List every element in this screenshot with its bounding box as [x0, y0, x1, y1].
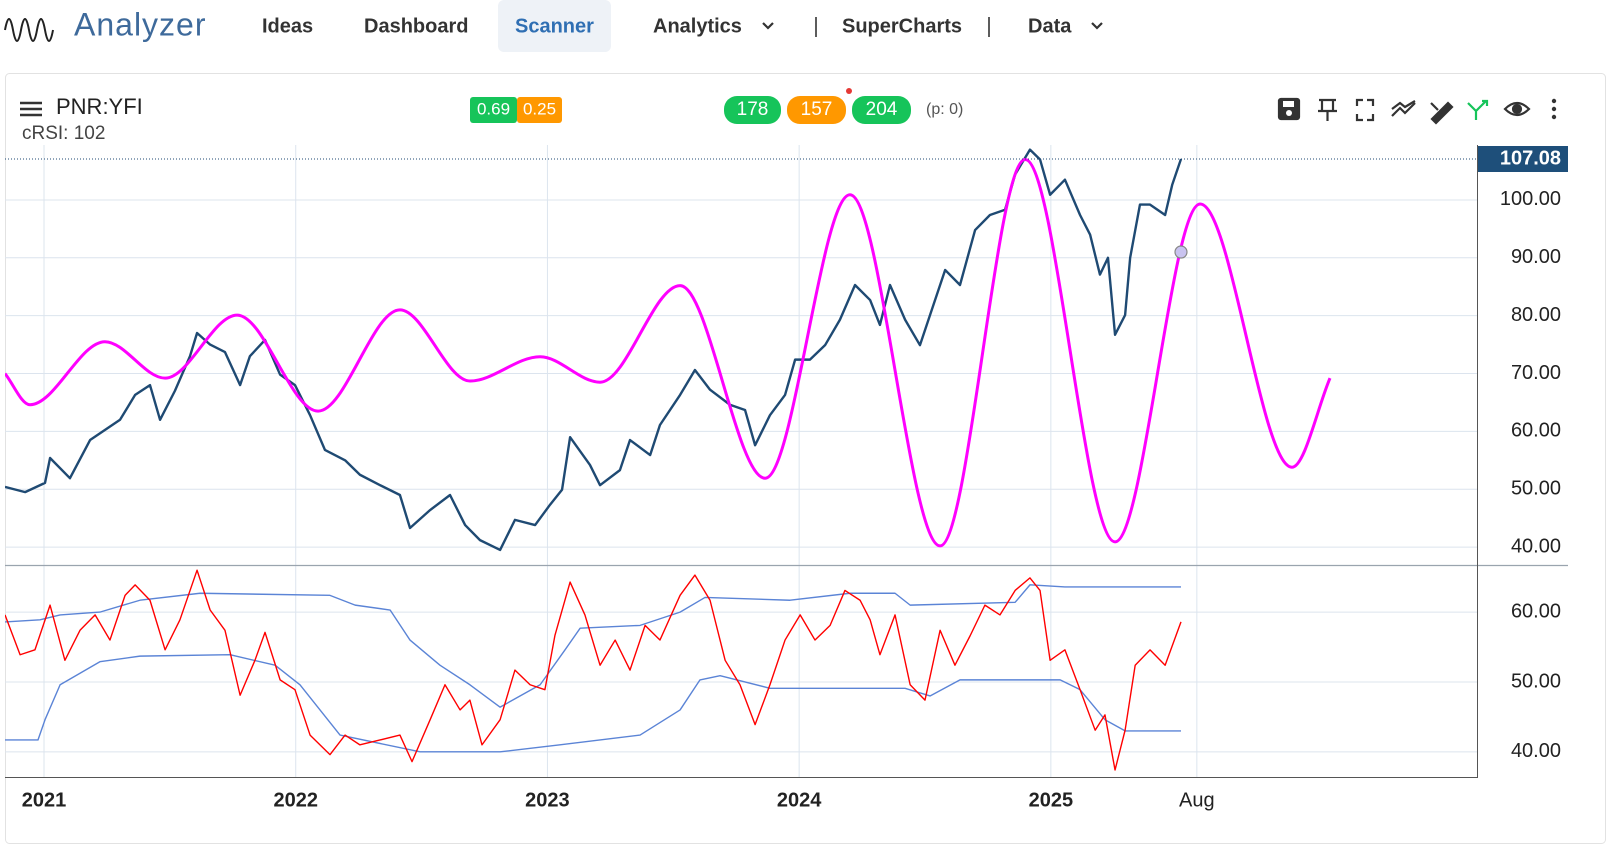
nav-item[interactable]: Analytics [653, 15, 742, 37]
y-tick-label: 60.00 [1511, 420, 1561, 442]
nav-item[interactable]: SuperCharts [842, 15, 962, 37]
y-tick-label: 50.00 [1511, 670, 1561, 692]
save-icon[interactable] [1277, 97, 1301, 121]
y-tick-label: 100.00 [1500, 188, 1561, 210]
badge-bg [787, 96, 846, 124]
x-tick-label: 2022 [273, 789, 318, 811]
chevron[interactable] [1091, 22, 1103, 30]
nav-item[interactable]: Dashboard [364, 15, 468, 37]
pin-icon[interactable] [1318, 98, 1337, 121]
chevron[interactable] [762, 22, 774, 30]
draw-icon[interactable] [1430, 101, 1454, 125]
x-tick-label: Aug [1179, 789, 1215, 811]
y-tick-label: 70.00 [1511, 362, 1561, 384]
badge: 0.69 [477, 99, 510, 118]
cycle-marker [1174, 245, 1188, 259]
nav-item[interactable]: Data [1028, 15, 1072, 37]
x-tick-label: 2023 [525, 789, 570, 811]
last-price-bg [1478, 146, 1568, 172]
badge-bg [724, 96, 781, 124]
compare-icon[interactable] [1467, 99, 1489, 120]
menu-icon[interactable] [20, 101, 42, 117]
badge: 204 [866, 99, 898, 120]
indicator-label: cRSI: 102 [22, 123, 105, 144]
y-tick-label: 80.00 [1511, 304, 1561, 326]
nav-item[interactable]: Ideas [262, 15, 313, 37]
last-price-label: 107.08 [1500, 147, 1561, 169]
chart-container [5, 73, 1606, 844]
x-tick-label: 2024 [777, 789, 822, 811]
p-label: (p: 0) [926, 101, 963, 118]
fullscreen-icon[interactable] [1355, 98, 1375, 122]
eye-icon[interactable] [1503, 101, 1531, 117]
logo-text[interactable]: Analyzer [74, 6, 207, 42]
alert-dot [846, 88, 852, 94]
series-line [5, 569, 1182, 771]
indicators-icon[interactable] [1391, 100, 1416, 117]
y-tick-label: 40.00 [1511, 535, 1561, 557]
badge-bg [517, 97, 562, 123]
badge-bg [470, 97, 517, 123]
x-tick-label: 2021 [22, 789, 67, 811]
nav-item[interactable]: Scanner [515, 15, 594, 37]
badge: 0.25 [523, 99, 556, 118]
symbol: PNR:YFI [56, 94, 143, 119]
badge: 157 [801, 99, 833, 120]
logo-icon [4, 18, 54, 42]
y-tick-label: 60.00 [1511, 600, 1561, 622]
plot-area: 40.00 50.00 60.00 70.00 80.00 90.00 100.00 107.… [5, 145, 1568, 811]
y-tick-label: 50.00 [1511, 477, 1561, 499]
series-line [5, 654, 1181, 753]
more-icon[interactable] [1551, 98, 1557, 120]
y-tick-label: 40.00 [1511, 740, 1561, 762]
x-tick-label: 2025 [1029, 789, 1074, 811]
y-tick-label: 90.00 [1511, 246, 1561, 268]
badge: 178 [737, 99, 769, 120]
badge-bg [852, 96, 911, 124]
series-line [5, 584, 1181, 708]
series-line [5, 157, 1332, 548]
nav-active-bg [498, 0, 611, 52]
toolbar [1277, 97, 1557, 125]
series-line [5, 148, 1183, 552]
